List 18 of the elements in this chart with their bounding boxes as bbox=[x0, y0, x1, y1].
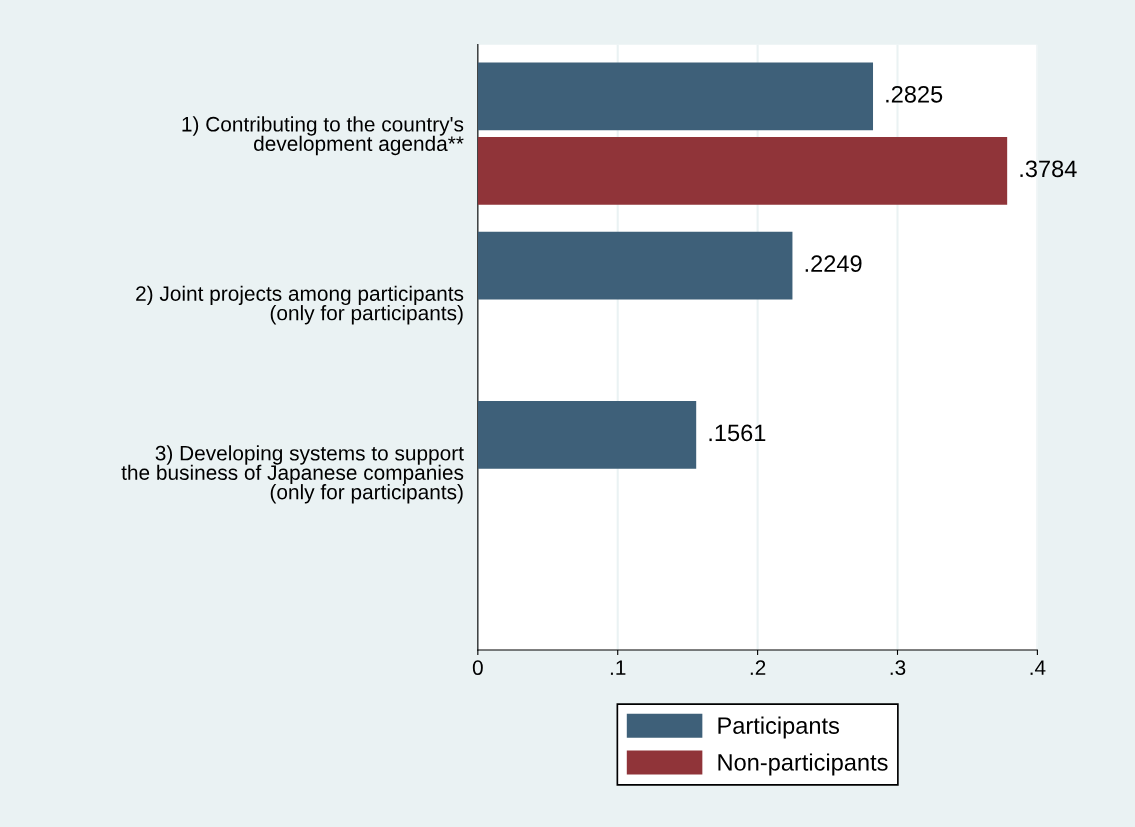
bar bbox=[477, 62, 874, 131]
y-tick-label: 1) Contributing to the country's development agenda** bbox=[182, 116, 464, 156]
y-tick-label: 2) Joint projects among participants (only for participants) bbox=[136, 285, 464, 325]
y-tick-label: 3) Developing systems to support the business of Japanese companies (only for participants) bbox=[121, 445, 464, 504]
bar bbox=[477, 231, 793, 300]
legend-label: Participants bbox=[718, 716, 840, 739]
x-tick-label: .3 bbox=[890, 660, 906, 676]
x-tick-label: 0 bbox=[472, 660, 483, 676]
data-label: .2249 bbox=[805, 255, 862, 272]
legend-label: Non-participants bbox=[718, 753, 888, 776]
x-tick-label: .2 bbox=[750, 660, 766, 675]
bar bbox=[477, 136, 1008, 205]
bar bbox=[477, 401, 697, 469]
data-label: .1561 bbox=[709, 424, 766, 442]
data-label: .3784 bbox=[1020, 160, 1077, 178]
x-tick-label: .1 bbox=[610, 660, 626, 675]
x-tick-label: .4 bbox=[1030, 660, 1046, 675]
data-label: .2825 bbox=[886, 85, 943, 103]
